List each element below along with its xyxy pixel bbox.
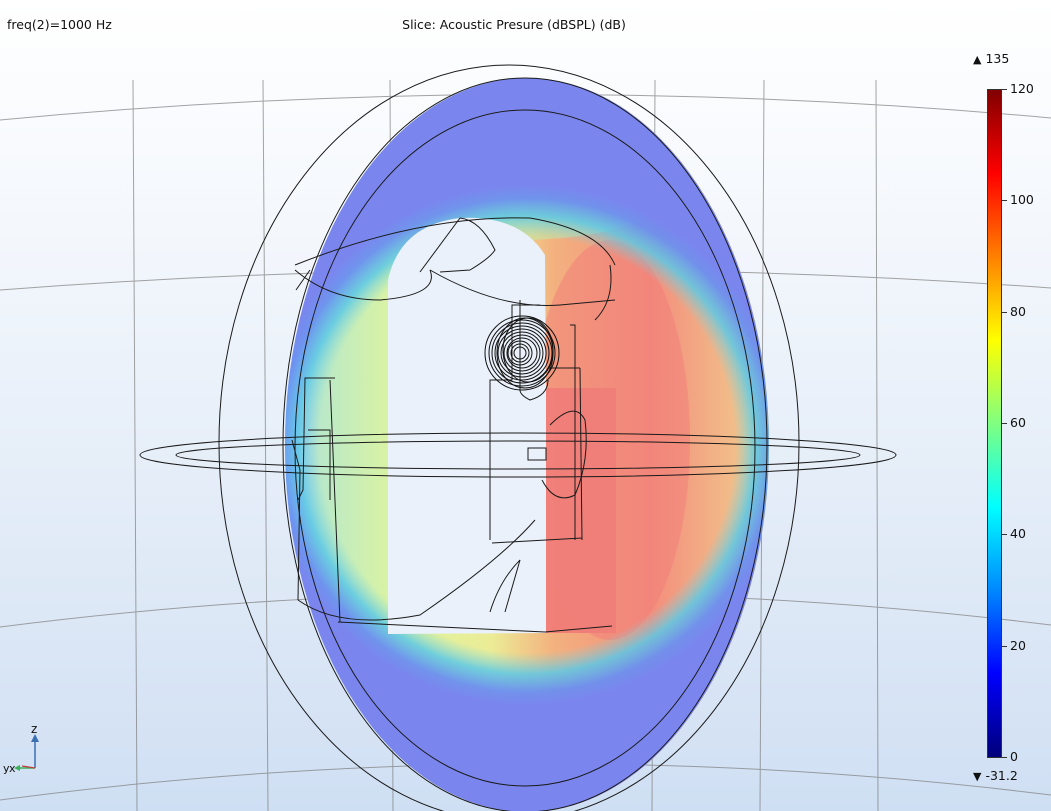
axis-orientation-triad: z y x	[3, 722, 39, 775]
colorbar-max-label: ▲ 135	[973, 51, 1009, 66]
colorbar-tick-label: 60	[1010, 415, 1026, 430]
colorbar-tick-label: 20	[1010, 637, 1026, 653]
z-axis-label: z	[31, 722, 37, 736]
colorbar-tick-label: 100	[1010, 192, 1034, 208]
colorbar-tick-label: 120	[1010, 81, 1034, 96]
wireframe-geometry	[139, 64, 897, 811]
triangle-down-icon: ▼	[973, 770, 982, 783]
colorbar-tick-mark	[1002, 423, 1007, 424]
colorbar-tick-mark	[1002, 645, 1007, 647]
earpiece-wireframe	[484, 315, 560, 391]
x-axis-arrow-icon	[14, 765, 20, 771]
z-axis-arrow-icon	[31, 734, 39, 742]
y-axis-label: y	[3, 762, 10, 775]
colorbar-tick-label: 0	[1010, 749, 1018, 764]
colorbar-min-value: -31.2	[985, 768, 1018, 783]
colorbar-tick-mark	[1002, 757, 1007, 758]
colorbar-tick-mark	[1002, 311, 1007, 313]
plot-title: Slice: Acoustic Presure (dBSPL) (dB)	[402, 17, 626, 32]
colorbar-min-label: ▼ -31.2	[973, 768, 1018, 783]
colorbar	[987, 89, 1002, 758]
colorbar-tick-label: 80	[1010, 303, 1026, 319]
colorbar-tick-label: 40	[1010, 526, 1026, 542]
x-axis-label: x	[9, 762, 16, 775]
colorbar-tick-mark	[1002, 89, 1007, 90]
colorbar-tick-mark	[1002, 534, 1007, 536]
colorbar-max-value: 135	[985, 51, 1010, 66]
y-axis-line	[21, 765, 36, 769]
parameter-label: freq(2)=1000 Hz	[7, 17, 112, 32]
colorbar-tick-mark	[1002, 200, 1007, 202]
triangle-up-icon: ▲	[973, 53, 982, 66]
cutout-region	[388, 217, 546, 634]
